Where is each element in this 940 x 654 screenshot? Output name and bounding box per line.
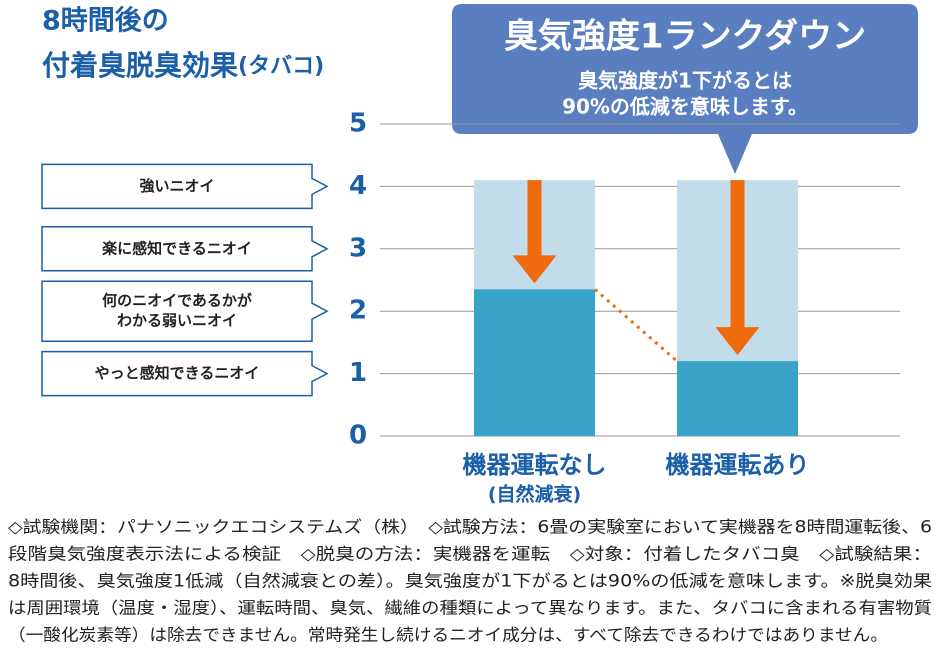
y-tick-label: 1 <box>349 358 367 388</box>
level-label: やっと感知できるニオイ <box>95 364 260 382</box>
chart-title: 8時間後の <box>42 6 169 37</box>
x-tick-label: 機器運転なし <box>463 451 607 479</box>
note-line: （一酸化炭素等）は除去できません。常時発生し続けるニオイ成分は、すべて除去できる… <box>8 626 888 645</box>
level-box <box>41 280 329 342</box>
level-box <box>41 350 329 397</box>
y-tick-label: 0 <box>349 421 367 451</box>
bar <box>677 361 798 436</box>
drop-arrow <box>715 180 760 356</box>
x-tick-label: 機器運転あり <box>666 451 810 479</box>
y-tick-label: 3 <box>349 233 367 263</box>
connector <box>594 288 678 363</box>
chart-title-suffix: (タバコ) <box>238 54 324 79</box>
note-line: 8時間後、臭気強度1低減（自然減衰との差）。臭気強度が1下がるとは90%の低減を… <box>8 572 932 591</box>
chart-title: 付着臭脱臭効果(タバコ) <box>42 49 324 82</box>
level-label: 強いニオイ <box>139 177 214 195</box>
level-box <box>41 163 329 210</box>
bar <box>474 289 595 436</box>
y-tick-label: 2 <box>349 296 367 326</box>
callout-text: 臭気強度が1下がるとは <box>578 69 792 93</box>
callout-text: 90%の低減を意味します。 <box>562 95 808 119</box>
drop-arrow <box>512 180 557 284</box>
y-tick-label: 4 <box>349 171 367 201</box>
callout-box <box>452 4 918 174</box>
callout-title: 臭気強度1ランクダウン <box>504 17 866 57</box>
note-line: ◇試験機関：パナソニックエコシステムズ（株） ◇試験方法：6畳の実験室において実… <box>8 518 932 537</box>
x-tick-label: (自然減衰) <box>488 483 581 506</box>
note-line: は周囲環境（温度・湿度）、運転時間、臭気、繊維の種類によって異なります。また、タ… <box>8 599 932 618</box>
level-label: 楽に感知できるニオイ <box>102 239 252 257</box>
level-box <box>41 226 329 272</box>
note-line: 段階臭気強度表示法による検証 ◇脱臭の方法：実機器を運転 ◇対象：付着したタバコ… <box>8 545 932 564</box>
chart-title: 付着臭脱臭効果 <box>42 49 238 82</box>
level-label: 何のニオイであるかが <box>102 292 253 310</box>
level-label: わかる弱いニオイ <box>117 312 237 330</box>
y-tick-label: 5 <box>349 109 367 139</box>
